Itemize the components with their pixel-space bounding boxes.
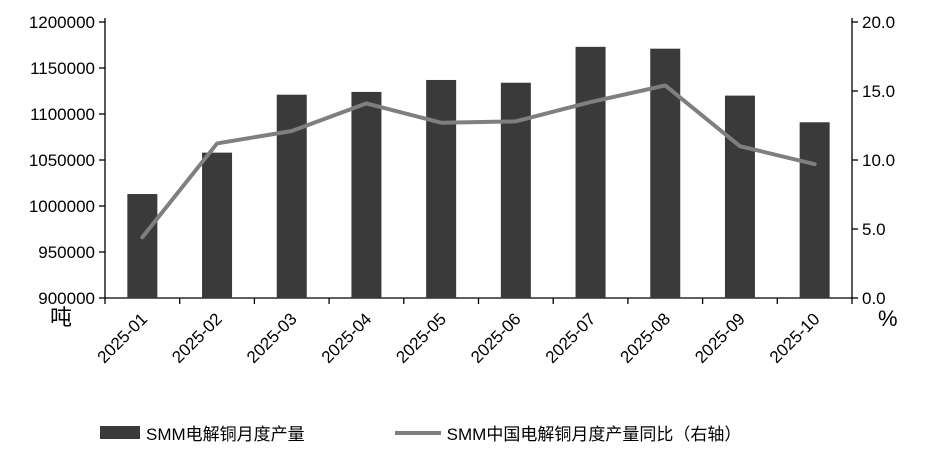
bar-2025-06 (500, 82, 531, 298)
legend-label-yoy: SMM中国电解铜月度产量同比（右轴） (446, 425, 742, 444)
right-axis-tick-label: 15.0 (862, 82, 895, 101)
left-axis-tick-label: 950000 (38, 243, 95, 262)
left-axis-tick-label: 1000000 (29, 197, 95, 216)
bar-series-swatch-icon (100, 426, 140, 439)
right-axis-tick-label: 5.0 (862, 220, 886, 239)
bar-2025-10 (799, 122, 830, 298)
legend-item-yoy: SMM中国电解铜月度产量同比（右轴） (394, 420, 742, 445)
line-series-swatch-icon (394, 430, 441, 435)
bar-2025-04 (351, 91, 382, 298)
legend-item-production: SMM电解铜月度产量 (100, 420, 305, 445)
x-axis-tick-label: 2025-08 (617, 309, 675, 367)
x-axis-tick-label: 2025-01 (94, 309, 152, 367)
bar-2025-09 (724, 95, 755, 298)
right-axis-tick-label: 10.0 (862, 151, 895, 170)
x-axis-tick-label: 2025-05 (392, 309, 450, 367)
x-axis-tick-label: 2025-03 (243, 309, 301, 367)
left-axis-tick-label: 1150000 (30, 59, 95, 78)
legend: SMM电解铜月度产量 SMM中国电解铜月度产量同比（右轴） (100, 420, 741, 445)
left-axis-unit-label: 吨 (50, 305, 73, 330)
right-axis-unit-label: % (878, 306, 898, 331)
x-axis-tick-label: 2025-07 (542, 309, 600, 367)
bar-2025-07 (575, 46, 606, 299)
x-axis-tick-label: 2025-09 (691, 309, 749, 367)
left-axis-tick-label: 1050000 (29, 151, 95, 170)
bar-2025-08 (650, 48, 681, 299)
bar-2025-02 (202, 152, 233, 298)
bar-2025-01 (127, 194, 158, 298)
left-axis-tick-label: 1200000 (29, 13, 95, 32)
right-axis-tick-label: 20.0 (862, 13, 895, 32)
left-axis-tick-label: 900000 (38, 289, 95, 308)
bar-2025-05 (426, 79, 457, 299)
x-axis-tick-label: 2025-06 (467, 309, 525, 367)
x-axis-tick-label: 2025-04 (318, 309, 376, 367)
legend-label-production: SMM电解铜月度产量 (146, 425, 305, 444)
x-axis-tick-label: 2025-02 (168, 309, 226, 367)
x-axis-tick-label: 2025-10 (766, 309, 824, 367)
left-axis-tick-label: 1100000 (30, 105, 95, 124)
yoy-line (140, 83, 817, 240)
right-axis-tick-label: 0.0 (862, 289, 886, 308)
